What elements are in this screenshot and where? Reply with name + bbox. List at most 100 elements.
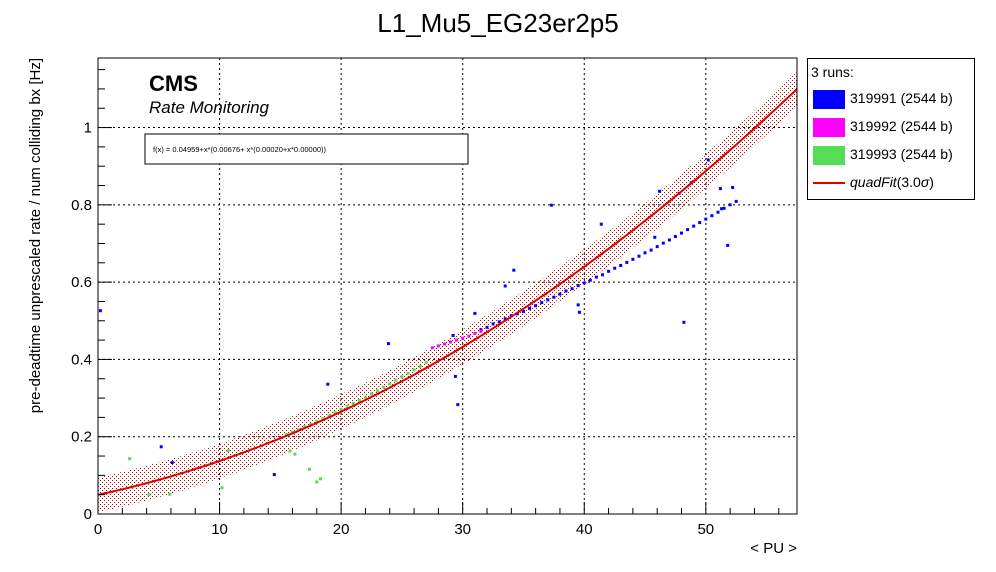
data-point-series-1 (455, 338, 459, 342)
data-point-series-0 (731, 186, 735, 189)
y-tick-label: 0.4 (71, 351, 92, 368)
data-point-series-1 (467, 334, 471, 338)
chart-title: L1_Mu5_EG23er2p5 (377, 8, 618, 38)
data-point-series-0 (564, 289, 568, 293)
legend-fit-close: ) (929, 174, 934, 190)
fit-formula-text: f(x) = 0.04959+x*(0.00676+ x*(0.00020+x*… (153, 145, 327, 154)
fit-curve-layer (97, 88, 798, 496)
data-point-series-1 (436, 344, 440, 348)
x-tick-label: 30 (454, 521, 471, 538)
data-point-series-2 (345, 405, 349, 409)
data-point-series-2 (168, 492, 172, 496)
x-tick-label: 40 (576, 521, 593, 538)
data-point-series-2 (418, 364, 422, 368)
y-tick-label: 1 (84, 120, 92, 137)
data-point-series-0 (716, 210, 720, 214)
data-point-series-0 (473, 311, 477, 315)
data-point-series-2 (394, 378, 398, 382)
data-point-series-2 (382, 385, 386, 389)
data-point-series-0 (451, 334, 455, 337)
data-point-series-0 (512, 268, 516, 272)
legend: 3 runs: 319991 (2544 b) 319992 (2544 b) … (807, 58, 975, 200)
data-point-series-2 (128, 457, 132, 461)
data-point-series-2 (315, 480, 319, 484)
data-point-series-0 (588, 278, 592, 282)
data-point-series-0 (503, 284, 507, 288)
data-point-series-1 (479, 329, 483, 333)
data-point-series-2 (333, 411, 337, 415)
data-point-series-0 (686, 228, 690, 232)
cms-sublabel: Rate Monitoring (149, 98, 270, 117)
data-point-series-0 (680, 231, 683, 235)
data-point-series-2 (291, 430, 294, 434)
data-point-series-0 (577, 310, 581, 314)
fit-formula-box (144, 133, 469, 165)
data-point-series-0 (625, 260, 629, 264)
data-point-series-0 (503, 317, 507, 321)
data-point-series-1 (430, 346, 434, 350)
data-point-series-2 (309, 422, 313, 426)
legend-entry-319992: 319992 (2544 b) (808, 115, 974, 139)
data-point-series-2 (321, 417, 325, 420)
data-point-series-0 (98, 309, 102, 313)
data-point-series-0 (655, 245, 659, 249)
legend-label-319991: 319991 (2544 b) (850, 90, 953, 106)
data-point-series-0 (456, 403, 460, 407)
legend-swatch-319991 (813, 90, 845, 109)
data-point-series-1 (461, 336, 465, 340)
data-point-series-2 (284, 432, 288, 436)
data-point-series-0 (710, 214, 714, 218)
data-point-series-2 (424, 361, 428, 364)
fit-curve (97, 88, 798, 496)
data-point-series-0 (522, 310, 525, 313)
data-point-series-2 (220, 486, 224, 490)
data-point-series-0 (667, 238, 671, 242)
data-point-series-0 (728, 203, 732, 207)
legend-label-fit: quadFit(3.0σ) (850, 174, 934, 190)
data-point-series-2 (388, 382, 392, 386)
data-point-series-0 (601, 273, 604, 277)
y-tick-label: 0.6 (71, 274, 92, 291)
data-point-series-2 (339, 408, 343, 412)
data-point-series-0 (673, 235, 677, 238)
data-point-series-0 (170, 461, 174, 465)
y-axis-label: pre-deadtime unprescaled rate / num coll… (27, 58, 44, 413)
data-point-series-2 (370, 392, 373, 396)
y-tick-label: 0.8 (71, 197, 92, 214)
data-point-series-2 (226, 449, 230, 453)
y-tick-label: 0 (84, 506, 92, 523)
x-tick-label: 10 (211, 521, 228, 538)
data-point-series-0 (599, 222, 603, 226)
data-point-series-2 (293, 452, 297, 456)
legend-entry-319993: 319993 (2544 b) (808, 143, 974, 167)
data-point-series-0 (552, 295, 556, 299)
data-point-series-2 (351, 402, 355, 405)
data-point-series-0 (497, 320, 501, 324)
data-point-series-1 (473, 332, 477, 335)
data-point-series-2 (376, 389, 380, 393)
fit-error-band (98, 71, 797, 513)
data-point-series-0 (570, 287, 574, 291)
data-point-series-0 (576, 284, 580, 288)
data-point-series-2 (315, 419, 319, 423)
legend-header: 3 runs: (811, 64, 854, 80)
legend-label-319993: 319993 (2544 b) (850, 146, 953, 162)
data-point-series-0 (643, 251, 647, 255)
data-point-series-0 (658, 189, 662, 193)
x-axis-label: < PU > (750, 540, 797, 557)
data-point-series-0 (720, 207, 724, 211)
legend-swatch-319993 (813, 146, 845, 165)
data-point-series-0 (718, 187, 722, 191)
data-point-series-0 (637, 254, 641, 258)
data-point-series-2 (308, 467, 311, 471)
data-point-series-0 (706, 158, 710, 162)
data-point-series-0 (726, 243, 730, 247)
data-point-series-0 (619, 264, 623, 267)
data-point-series-0 (159, 445, 163, 449)
data-point-series-2 (303, 425, 307, 429)
data-point-series-0 (534, 304, 538, 308)
data-point-series-0 (734, 199, 738, 203)
data-point-series-2 (363, 395, 367, 399)
data-point-series-0 (692, 224, 696, 228)
